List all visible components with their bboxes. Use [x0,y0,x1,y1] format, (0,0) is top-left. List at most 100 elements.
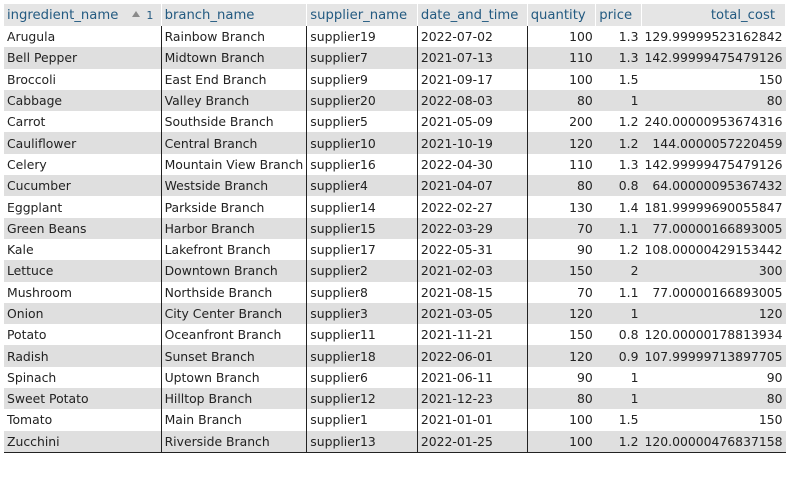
date-and-time-cell[interactable]: 2022-02-27 [417,196,528,218]
price-cell[interactable]: 0.8 [595,324,642,346]
table-row[interactable]: Radish Sunset Branch supplier18 2022-06-01 1… [4,345,786,367]
branch-name-cell[interactable]: City Center Branch [161,302,308,325]
total-cost-cell[interactable]: 142.99999475479126 [641,153,786,176]
date-and-time-cell[interactable]: 2021-08-15 [417,281,528,303]
branch-name-cell[interactable]: Hilltop Branch [161,388,308,410]
table-row[interactable]: Zucchini Riverside Branch supplier13 2022-0… [4,430,786,453]
date-and-time-cell[interactable]: 2022-04-30 [417,153,528,176]
price-cell[interactable]: 1.2 [595,132,642,154]
quantity-cell[interactable]: 100 [527,68,596,90]
supplier-name-cell[interactable]: supplier16 [306,153,418,176]
date-and-time-cell[interactable]: 2021-11-21 [417,324,528,346]
price-cell[interactable]: 1.3 [595,47,642,69]
supplier-name-cell[interactable]: supplier12 [306,388,418,410]
total-cost-cell[interactable]: 120.00000476837158 [641,430,786,453]
price-cell[interactable]: 1.2 [595,238,642,261]
branch-name-cell[interactable]: Central Branch [161,132,308,154]
total-cost-cell[interactable]: 108.00000429153442 [641,238,786,261]
supplier-name-cell[interactable]: supplier10 [306,132,418,154]
total-cost-cell[interactable]: 144.0000057220459 [641,132,786,154]
ingredient-name-cell[interactable]: Zucchini [4,430,162,453]
date-and-time-cell[interactable]: 2021-02-03 [417,260,528,282]
table-row[interactable]: Cauliflower Central Branch supplier10 2021-… [4,132,786,154]
supplier-name-cell[interactable]: supplier4 [306,175,418,197]
quantity-cell[interactable]: 120 [527,132,596,154]
table-row[interactable]: Potato Oceanfront Branch supplier11 2021-11… [4,324,786,346]
branch-name-cell[interactable]: Downtown Branch [161,260,308,282]
branch-name-cell[interactable]: Harbor Branch [161,217,308,239]
date-and-time-cell[interactable]: 2022-07-02 [417,26,528,48]
price-cell[interactable]: 1 [595,89,642,112]
supplier-name-cell[interactable]: supplier2 [306,260,418,282]
table-row[interactable]: Carrot Southside Branch supplier5 2021-05-0… [4,111,786,133]
branch-name-cell[interactable]: Rainbow Branch [161,26,308,48]
ingredient-name-cell[interactable]: Radish [4,345,162,367]
quantity-cell[interactable]: 120 [527,345,596,367]
quantity-cell[interactable]: 90 [527,238,596,261]
price-cell[interactable]: 0.9 [595,345,642,367]
table-row[interactable]: Arugula Rainbow Branch supplier19 2022-07-0… [4,26,786,48]
branch-name-cell[interactable]: Sunset Branch [161,345,308,367]
date-and-time-cell[interactable]: 2021-05-09 [417,111,528,133]
column-header-branch-name[interactable]: branch_name [161,4,308,26]
table-row[interactable]: Cucumber Westside Branch supplier4 2021-04-… [4,175,786,197]
date-and-time-cell[interactable]: 2021-07-13 [417,47,528,69]
table-row[interactable]: Eggplant Parkside Branch supplier14 2022-02… [4,196,786,218]
total-cost-cell[interactable]: 64.00000095367432 [641,175,786,197]
ingredient-name-cell[interactable]: Sweet Potato [4,388,162,410]
total-cost-cell[interactable]: 150 [641,409,786,431]
quantity-cell[interactable]: 130 [527,196,596,218]
quantity-cell[interactable]: 100 [527,430,596,453]
supplier-name-cell[interactable]: supplier18 [306,345,418,367]
supplier-name-cell[interactable]: supplier8 [306,281,418,303]
quantity-cell[interactable]: 100 [527,409,596,431]
total-cost-cell[interactable]: 142.99999475479126 [641,47,786,69]
branch-name-cell[interactable]: Valley Branch [161,89,308,112]
total-cost-cell[interactable]: 107.99999713897705 [641,345,786,367]
branch-name-cell[interactable]: East End Branch [161,68,308,90]
branch-name-cell[interactable]: Mountain View Branch [161,153,308,176]
quantity-cell[interactable]: 150 [527,324,596,346]
total-cost-cell[interactable]: 120 [641,302,786,325]
supplier-name-cell[interactable]: supplier15 [306,217,418,239]
ingredient-name-cell[interactable]: Green Beans [4,217,162,239]
date-and-time-cell[interactable]: 2022-08-03 [417,89,528,112]
supplier-name-cell[interactable]: supplier9 [306,68,418,90]
branch-name-cell[interactable]: Northside Branch [161,281,308,303]
total-cost-cell[interactable]: 150 [641,68,786,90]
column-header-total-cost[interactable]: total_cost [641,4,786,26]
price-cell[interactable]: 1 [595,388,642,410]
table-row[interactable]: Mushroom Northside Branch supplier8 2021-08… [4,281,786,303]
supplier-name-cell[interactable]: supplier20 [306,89,418,112]
quantity-cell[interactable]: 110 [527,47,596,69]
branch-name-cell[interactable]: Oceanfront Branch [161,324,308,346]
quantity-cell[interactable]: 150 [527,260,596,282]
column-header-ingredient-name[interactable]: ingredient_name 1 [4,4,162,26]
quantity-cell[interactable]: 80 [527,89,596,112]
quantity-cell[interactable]: 200 [527,111,596,133]
branch-name-cell[interactable]: Southside Branch [161,111,308,133]
supplier-name-cell[interactable]: supplier17 [306,238,418,261]
price-cell[interactable]: 1 [595,366,642,389]
quantity-cell[interactable]: 120 [527,302,596,325]
total-cost-cell[interactable]: 240.00000953674316 [641,111,786,133]
quantity-cell[interactable]: 70 [527,217,596,239]
ingredient-name-cell[interactable]: Lettuce [4,260,162,282]
price-cell[interactable]: 1 [595,302,642,325]
branch-name-cell[interactable]: Riverside Branch [161,430,308,453]
price-cell[interactable]: 1.5 [595,68,642,90]
branch-name-cell[interactable]: Main Branch [161,409,308,431]
table-row[interactable]: Onion City Center Branch supplier3 2021-03-… [4,302,786,325]
ingredient-name-cell[interactable]: Broccoli [4,68,162,90]
table-row[interactable]: Celery Mountain View Branch supplier16 2022… [4,153,786,176]
date-and-time-cell[interactable]: 2022-05-31 [417,238,528,261]
table-row[interactable]: Bell Pepper Midtown Branch supplier7 2021-0… [4,47,786,69]
ingredient-name-cell[interactable]: Eggplant [4,196,162,218]
column-header-quantity[interactable]: quantity [527,4,597,26]
date-and-time-cell[interactable]: 2021-06-11 [417,366,528,389]
date-and-time-cell[interactable]: 2021-03-05 [417,302,528,325]
branch-name-cell[interactable]: Westside Branch [161,175,308,197]
table-row[interactable]: Kale Lakefront Branch supplier17 2022-05-31… [4,238,786,261]
table-row[interactable]: Broccoli East End Branch supplier9 2021-09-… [4,68,786,90]
supplier-name-cell[interactable]: supplier1 [306,409,418,431]
